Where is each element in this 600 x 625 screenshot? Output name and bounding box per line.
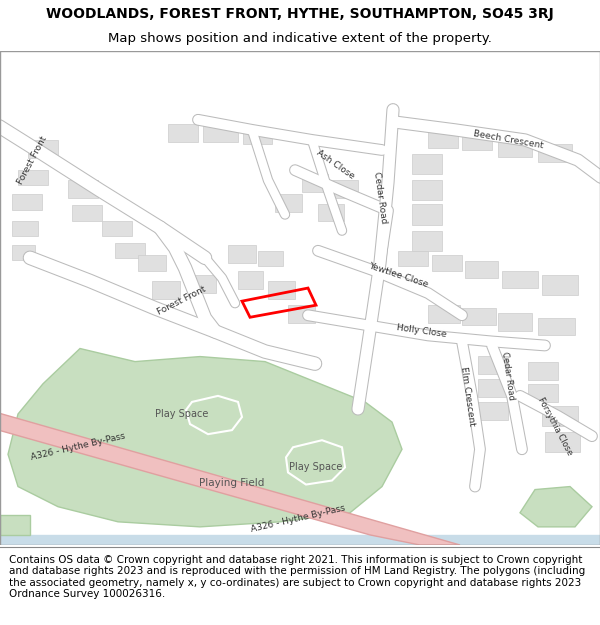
- Polygon shape: [12, 245, 35, 260]
- Polygon shape: [545, 432, 580, 452]
- Polygon shape: [542, 406, 578, 426]
- Polygon shape: [428, 305, 460, 323]
- Polygon shape: [520, 486, 592, 527]
- Polygon shape: [412, 204, 442, 224]
- Polygon shape: [228, 245, 256, 263]
- Text: Forest Front: Forest Front: [16, 134, 49, 186]
- Polygon shape: [302, 174, 328, 192]
- Polygon shape: [138, 255, 166, 271]
- Polygon shape: [538, 144, 572, 162]
- Polygon shape: [28, 140, 58, 158]
- Text: Forsythia Close: Forsythia Close: [536, 396, 574, 457]
- Polygon shape: [8, 349, 402, 527]
- Text: WOODLANDS, FOREST FRONT, HYTHE, SOUTHAMPTON, SO45 3RJ: WOODLANDS, FOREST FRONT, HYTHE, SOUTHAMP…: [46, 8, 554, 21]
- Text: Cedar Road: Cedar Road: [372, 171, 388, 224]
- Polygon shape: [412, 231, 442, 251]
- Text: Contains OS data © Crown copyright and database right 2021. This information is : Contains OS data © Crown copyright and d…: [9, 554, 585, 599]
- Polygon shape: [412, 180, 442, 201]
- Polygon shape: [203, 124, 238, 142]
- Polygon shape: [528, 384, 558, 402]
- Polygon shape: [412, 154, 442, 174]
- Polygon shape: [398, 251, 428, 266]
- Polygon shape: [465, 261, 498, 278]
- Polygon shape: [0, 412, 460, 545]
- Text: Yewtlee Close: Yewtlee Close: [367, 261, 429, 289]
- Polygon shape: [498, 140, 532, 157]
- Polygon shape: [428, 130, 458, 148]
- Polygon shape: [12, 194, 42, 211]
- Text: Map shows position and indicative extent of the property.: Map shows position and indicative extent…: [108, 32, 492, 45]
- Polygon shape: [258, 251, 283, 266]
- Text: Play Space: Play Space: [289, 462, 343, 472]
- Polygon shape: [72, 206, 102, 221]
- Polygon shape: [0, 515, 30, 535]
- Text: Cedar Road: Cedar Road: [500, 351, 516, 401]
- Polygon shape: [168, 124, 198, 142]
- Polygon shape: [152, 281, 180, 299]
- Polygon shape: [498, 313, 532, 331]
- Text: Holly Close: Holly Close: [397, 323, 448, 339]
- Text: A326 - Hythe By-Pass: A326 - Hythe By-Pass: [30, 431, 126, 461]
- Polygon shape: [462, 308, 496, 326]
- Text: Elm Crescent: Elm Crescent: [460, 366, 476, 426]
- Polygon shape: [318, 204, 344, 221]
- Text: Playing Field: Playing Field: [199, 478, 265, 488]
- Text: Beech Crescent: Beech Crescent: [472, 129, 544, 151]
- Text: A326 - Hythe By-Pass: A326 - Hythe By-Pass: [250, 504, 346, 534]
- Polygon shape: [115, 242, 145, 258]
- Polygon shape: [478, 379, 508, 397]
- Polygon shape: [102, 221, 132, 236]
- Polygon shape: [238, 271, 263, 289]
- Polygon shape: [542, 275, 578, 295]
- Polygon shape: [288, 305, 315, 323]
- Polygon shape: [188, 275, 216, 293]
- Text: Forest Front: Forest Front: [156, 285, 208, 318]
- Polygon shape: [478, 356, 508, 374]
- Polygon shape: [478, 402, 508, 420]
- Polygon shape: [68, 180, 98, 198]
- Polygon shape: [275, 194, 302, 213]
- Polygon shape: [18, 170, 48, 185]
- Polygon shape: [12, 221, 38, 236]
- Polygon shape: [432, 255, 462, 271]
- Polygon shape: [502, 271, 538, 288]
- Polygon shape: [332, 180, 358, 198]
- Polygon shape: [243, 128, 272, 144]
- Text: Play Space: Play Space: [155, 409, 209, 419]
- Polygon shape: [538, 318, 575, 336]
- Polygon shape: [528, 362, 558, 380]
- Polygon shape: [462, 134, 492, 150]
- Polygon shape: [268, 281, 295, 299]
- Text: Ash Close: Ash Close: [314, 148, 356, 181]
